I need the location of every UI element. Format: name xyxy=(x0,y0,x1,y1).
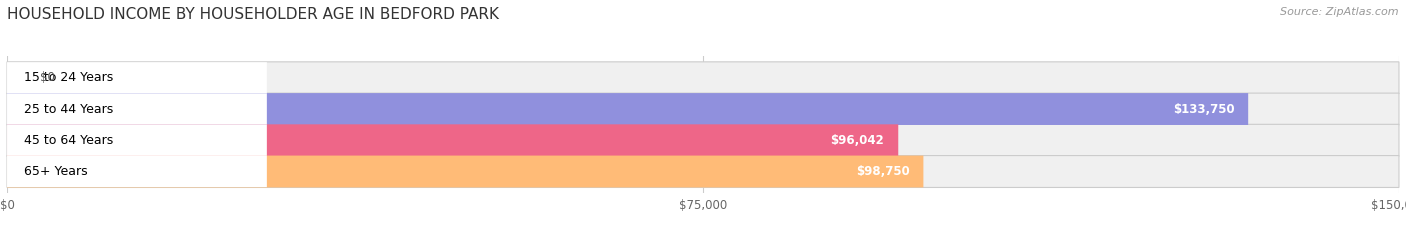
Text: $98,750: $98,750 xyxy=(856,165,910,178)
FancyBboxPatch shape xyxy=(7,62,1399,94)
FancyBboxPatch shape xyxy=(7,124,898,156)
Text: 65+ Years: 65+ Years xyxy=(24,165,87,178)
Text: $133,750: $133,750 xyxy=(1173,103,1234,116)
Text: 25 to 44 Years: 25 to 44 Years xyxy=(24,103,112,116)
Text: HOUSEHOLD INCOME BY HOUSEHOLDER AGE IN BEDFORD PARK: HOUSEHOLD INCOME BY HOUSEHOLDER AGE IN B… xyxy=(7,7,499,22)
FancyBboxPatch shape xyxy=(7,124,1399,156)
Text: $96,042: $96,042 xyxy=(831,134,884,147)
FancyBboxPatch shape xyxy=(7,156,267,187)
FancyBboxPatch shape xyxy=(7,93,1399,125)
FancyBboxPatch shape xyxy=(7,156,924,188)
Text: Source: ZipAtlas.com: Source: ZipAtlas.com xyxy=(1281,7,1399,17)
Text: 45 to 64 Years: 45 to 64 Years xyxy=(24,134,112,147)
FancyBboxPatch shape xyxy=(7,125,267,156)
FancyBboxPatch shape xyxy=(7,156,1399,188)
Text: 15 to 24 Years: 15 to 24 Years xyxy=(24,71,112,84)
FancyBboxPatch shape xyxy=(7,93,267,125)
FancyBboxPatch shape xyxy=(7,62,267,93)
FancyBboxPatch shape xyxy=(7,93,1249,125)
Text: $0: $0 xyxy=(39,71,55,84)
